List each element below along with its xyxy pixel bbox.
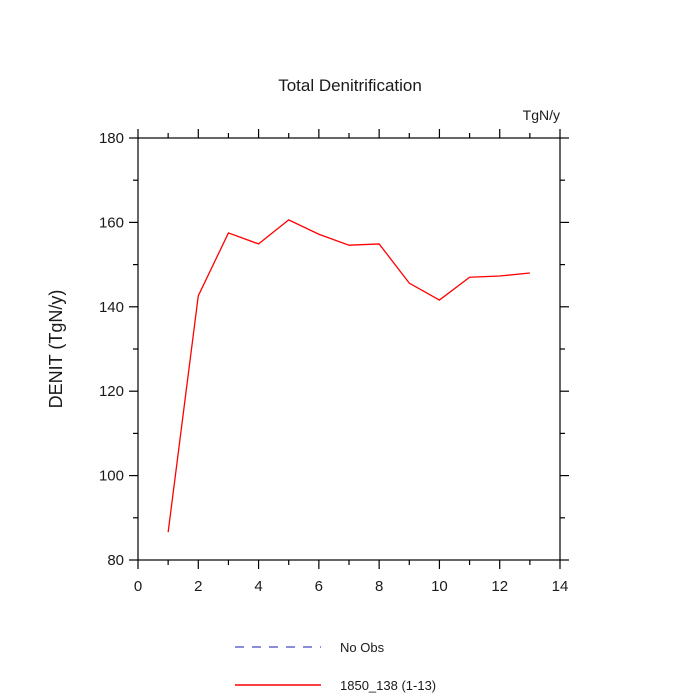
series-line-sample (235, 684, 321, 686)
y-tick-label: 100 (99, 468, 124, 485)
x-tick-label: 6 (315, 578, 323, 595)
y-axis-label: DENIT (TgN/y) (46, 290, 66, 409)
legend-row-no-obs: No Obs (233, 634, 436, 660)
x-tick-label: 8 (375, 578, 383, 595)
units-label: TgN/y (523, 107, 560, 123)
series-line-0 (167, 219, 530, 533)
y-tick-label: 160 (99, 214, 124, 231)
y-tick-label: 120 (99, 383, 124, 400)
no-obs-line-sample (235, 646, 321, 648)
x-tick-label: 4 (254, 578, 262, 595)
y-tick-label: 180 (99, 130, 124, 147)
legend: No Obs 1850_138 (1-13) (233, 634, 436, 698)
x-tick-label: 14 (552, 578, 569, 595)
legend-label-series: 1850_138 (1-13) (340, 677, 437, 693)
chart-title: Total Denitrification (278, 76, 422, 95)
y-tick-label: 80 (107, 552, 124, 569)
x-tick-label: 2 (194, 578, 202, 595)
x-tick-label: 10 (431, 578, 448, 595)
x-tick-label: 12 (491, 578, 508, 595)
legend-label-no-obs: No Obs (340, 639, 385, 655)
plot-frame (137, 137, 561, 561)
y-tick-label: 140 (99, 299, 124, 316)
x-tick-label: 0 (134, 578, 142, 595)
legend-row-series: 1850_138 (1-13) (233, 672, 436, 698)
